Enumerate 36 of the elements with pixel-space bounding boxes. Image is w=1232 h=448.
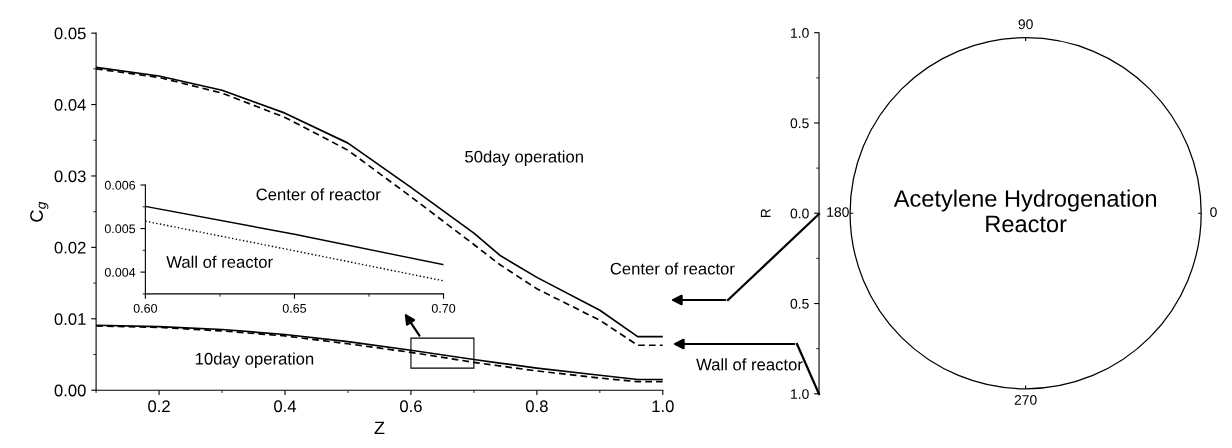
x-axis-title: Z (374, 421, 385, 435)
annotation: 10day operation (195, 352, 314, 368)
text: 90 (1018, 19, 1033, 30)
annotation: Wall of reactor (166, 255, 273, 268)
text: 0 (1210, 207, 1217, 217)
x-tick-label: 0.4 (274, 400, 297, 413)
y-tick-label: 0.03 (54, 170, 86, 183)
text: 0.0 (790, 208, 809, 219)
y-tick-label: 0.05 (54, 27, 86, 40)
y-tick-label: 0.04 (54, 98, 86, 111)
x-tick-label: 0.70 (431, 303, 456, 313)
text: 1.0 (791, 28, 809, 38)
y-tick-label: 0.006 (104, 180, 136, 190)
y-axis-title: C$_{g}$ (30, 201, 49, 222)
text: 180 (827, 207, 849, 217)
text: Wall of reactor (696, 358, 803, 371)
x-tick-label: 0.60 (133, 303, 158, 313)
annotation: 50day operation (465, 150, 583, 166)
text: 0.5 (790, 298, 809, 309)
text: R (760, 208, 771, 218)
x-tick-label: 0.2 (148, 400, 170, 413)
annotation: Center of reactor (610, 262, 735, 275)
y-tick-label: 0.01 (54, 313, 86, 325)
annotation: Center of reactor (256, 188, 381, 201)
y-tick-label: 0.00 (54, 384, 86, 397)
x-tick-label: 1.0 (652, 400, 674, 413)
text: 270 (1014, 394, 1037, 405)
x-tick-label: 0.65 (282, 303, 307, 313)
text: 0.5 (790, 118, 809, 129)
x-tick-label: 0.6 (400, 400, 422, 413)
y-tick-label: 0.005 (104, 224, 136, 234)
y-tick-label: 0.02 (54, 241, 86, 254)
text: Acetylene Hydrogenation Reactor (893, 189, 1157, 233)
text: 1.0 (791, 389, 809, 399)
y-tick-label: 0.004 (104, 267, 136, 277)
x-tick-label: 0.8 (525, 400, 548, 413)
